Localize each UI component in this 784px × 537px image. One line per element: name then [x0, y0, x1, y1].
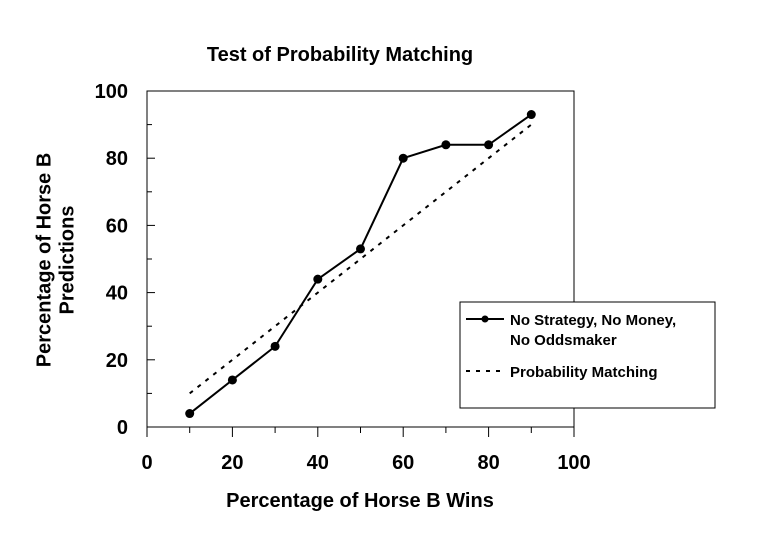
series-1-point [526, 110, 536, 120]
x-axis-ticks [146, 427, 575, 437]
legend: No Strategy, No Money, No Oddsmaker Prob… [459, 301, 716, 409]
series-1-point [441, 140, 451, 150]
y-tick-label: 20 [106, 350, 128, 372]
chart-title: Test of Probability Matching [207, 44, 473, 66]
x-tick-label: 20 [221, 452, 243, 474]
series-1-point [270, 341, 280, 351]
y-axis-tick-labels: 0 20 40 60 80 100 [95, 81, 128, 439]
x-axis-label: Percentage of Horse B Wins [226, 490, 494, 512]
x-tick-label: 40 [307, 452, 329, 474]
series-layer [185, 110, 536, 419]
x-tick-label: 60 [392, 452, 414, 474]
y-tick-label: 60 [106, 215, 128, 237]
series-line-2 [189, 123, 532, 395]
y-axis-ticks [147, 90, 155, 428]
y-tick-label: 100 [95, 81, 128, 103]
legend-label-series-1-line2: No Oddsmaker [510, 332, 617, 349]
series-1-point [356, 244, 365, 254]
x-tick-label: 80 [477, 452, 499, 474]
y-axis-label: Percentage of Horse B Predictions [33, 153, 78, 368]
series-1-point [313, 274, 323, 284]
series-1-point [185, 409, 195, 419]
y-tick-label: 0 [117, 417, 128, 439]
legend-label-series-2: Probability Matching [510, 364, 658, 381]
series-1-point [227, 375, 237, 385]
x-axis-tick-labels: 0 20 40 60 80 100 [141, 452, 590, 474]
x-tick-label: 0 [141, 452, 152, 474]
y-axis-label-line2: Predictions [56, 206, 78, 315]
y-tick-label: 80 [106, 148, 128, 170]
x-tick-label: 100 [557, 452, 590, 474]
legend-marker-series-1 [481, 315, 489, 323]
series-1-point [484, 140, 494, 150]
y-axis-label-line1: Percentage of Horse B [33, 153, 55, 368]
y-tick-label: 40 [106, 283, 128, 305]
legend-label-series-1-line1: No Strategy, No Money, [510, 312, 676, 329]
series-1-point [398, 153, 408, 163]
